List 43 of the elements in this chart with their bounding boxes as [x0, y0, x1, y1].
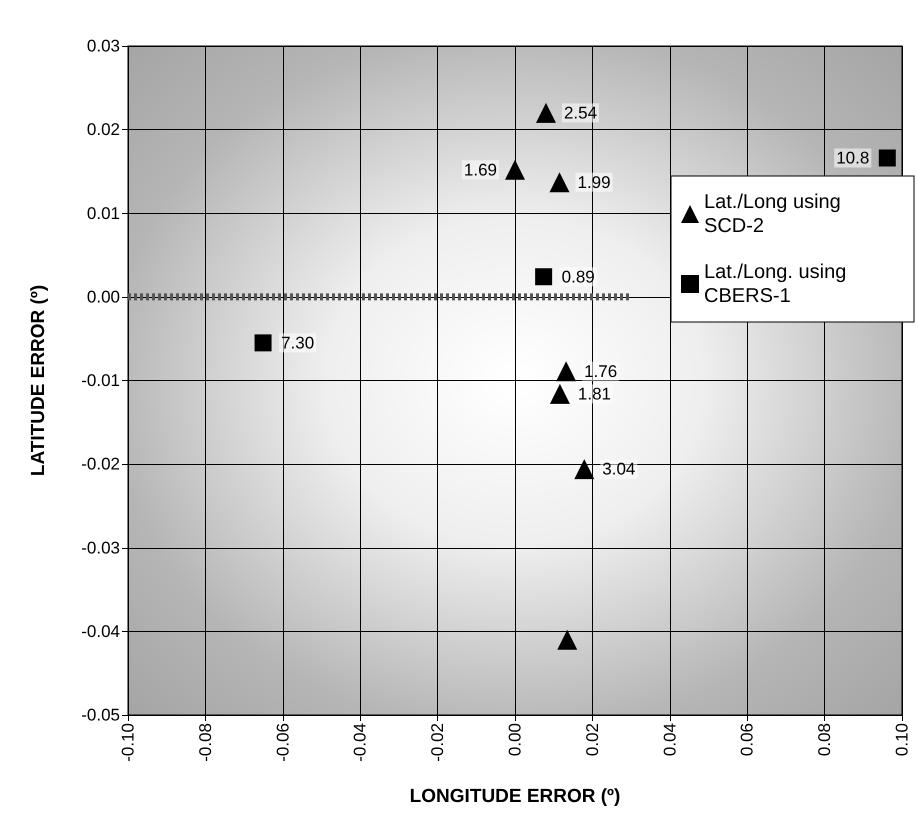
x-tick-label: 0.04 [660, 723, 680, 756]
x-tick-label: -0.04 [350, 723, 370, 762]
y-tick-label: 0.00 [86, 287, 120, 306]
point [536, 102, 556, 123]
x-tick-label: 0.08 [815, 723, 834, 756]
point [505, 160, 525, 180]
point [254, 334, 272, 352]
annotation: 2.54 [564, 103, 598, 122]
point [878, 150, 896, 167]
point [550, 384, 570, 404]
point [535, 268, 552, 286]
y-axis-title: LATITUDE ERROR (º) [28, 284, 49, 476]
annotation: 0.89 [562, 267, 595, 286]
y-tick-label: 0.02 [86, 120, 120, 140]
x-tick-label: -0.08 [196, 723, 215, 762]
x-tick-label: 0.00 [506, 723, 524, 756]
x-tick-label: 0.06 [738, 723, 757, 756]
annotation: 1.99 [578, 172, 611, 192]
y-tick-label: -0.01 [81, 371, 120, 390]
y-tick-label: 0.01 [86, 204, 120, 223]
annotation: 7.30 [281, 333, 314, 352]
point [557, 630, 578, 650]
annotation: 10.8 [836, 148, 870, 168]
x-tick-label: 0.10 [892, 723, 912, 756]
x-axis-title: LONGITUDE ERROR (º) [410, 786, 620, 807]
point [556, 361, 576, 382]
x-tick-label: -0.02 [428, 723, 448, 762]
legend-label: Lat./Long. using CBERS-1 [704, 261, 852, 307]
legend-label: Lat./Long using SCD-2 [704, 191, 846, 237]
y-tick-label: -0.05 [81, 706, 120, 724]
y-tick-label: 0.03 [86, 36, 120, 56]
y-tick-label: -0.02 [81, 454, 120, 474]
x-tick-label: -0.10 [118, 723, 138, 762]
point [574, 459, 594, 480]
annotation: 1.76 [584, 362, 618, 381]
y-tick-label: -0.04 [81, 622, 120, 641]
annotation: 3.04 [602, 460, 636, 479]
x-tick-label: 0.02 [582, 723, 602, 756]
x-tick-label: -0.06 [273, 723, 292, 762]
annotation: 1.69 [464, 160, 497, 180]
y-tick-label: -0.03 [81, 538, 120, 558]
annotation: 1.81 [578, 384, 611, 404]
point [550, 172, 570, 192]
